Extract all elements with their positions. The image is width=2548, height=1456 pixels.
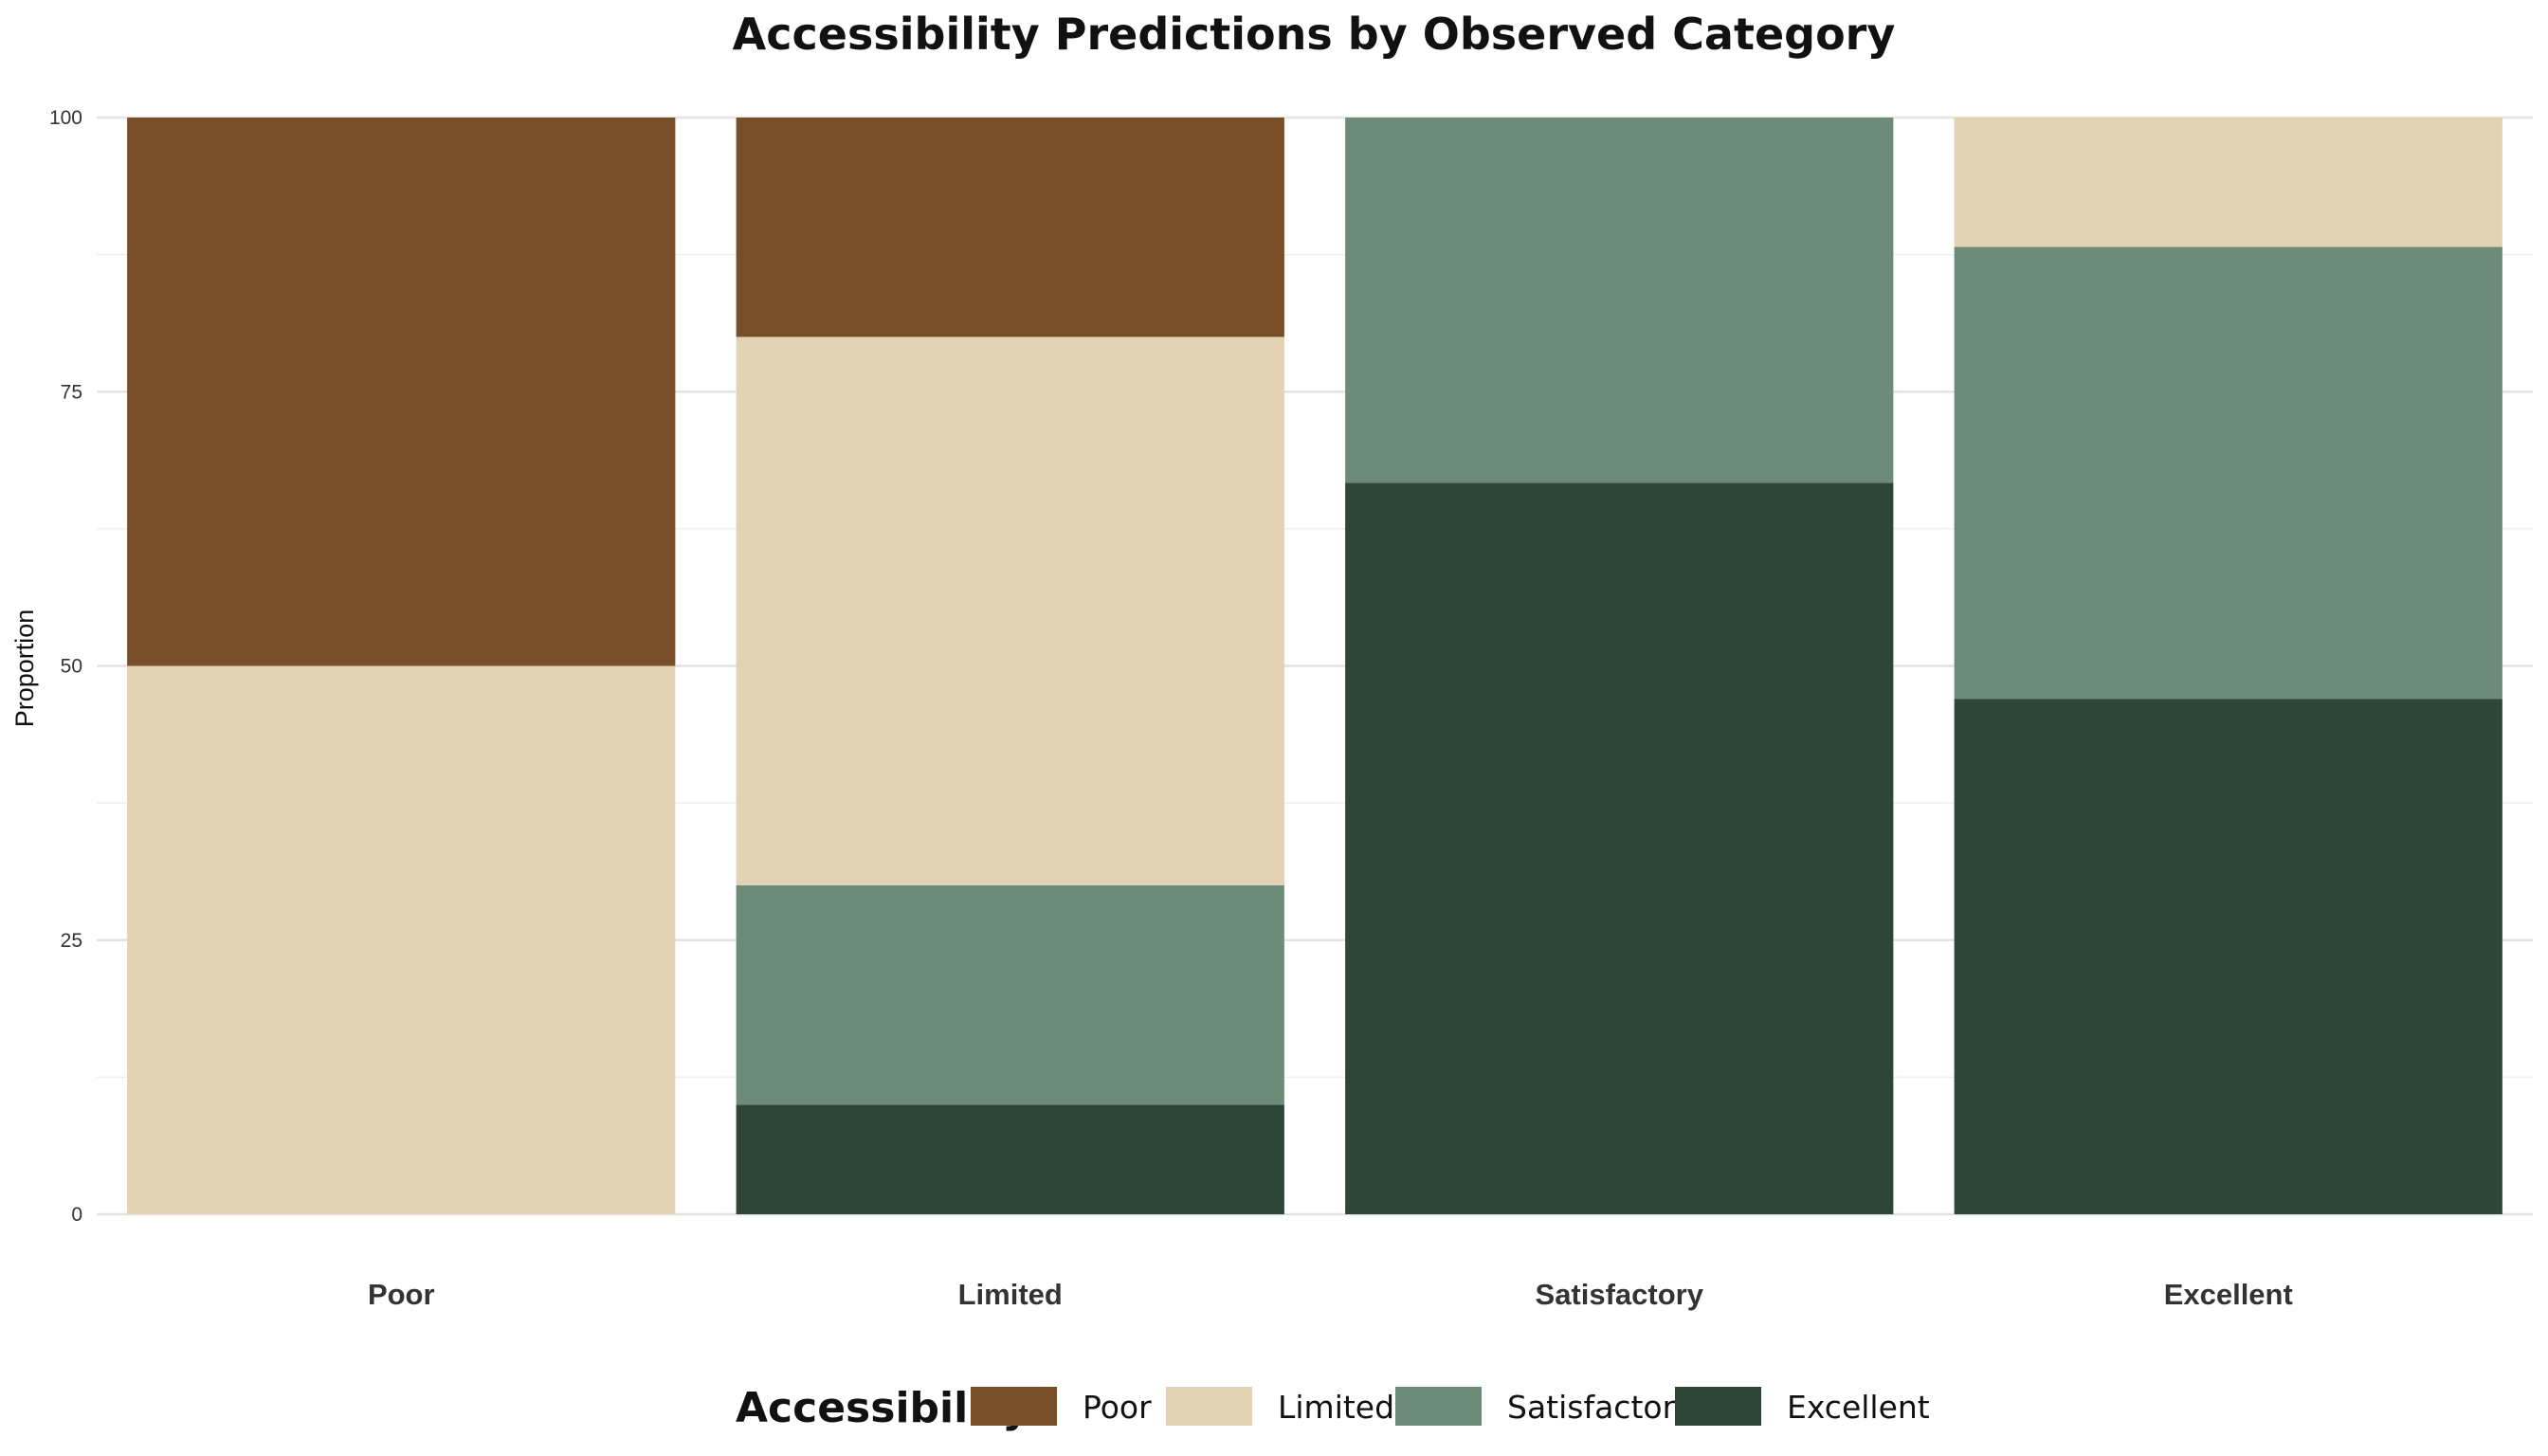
chart-title: Accessibility Predictions by Observed Ca…: [733, 9, 1896, 60]
y-axis-label: Proportion: [10, 610, 39, 728]
legend-label-satisfactory: Satisfactory: [1507, 1389, 1694, 1426]
bar-excellent-limited: [1954, 118, 2502, 247]
x-tick-label: Limited: [958, 1278, 1063, 1311]
bar-excellent-satisfactory: [1954, 246, 2502, 700]
legend-key-excellent: [1675, 1387, 1761, 1426]
legend-key-poor: [971, 1387, 1057, 1426]
legend: Accessibility: Poor Limited Satisfactory Ex…: [736, 1384, 1930, 1432]
y-axis-ticks: 0 25 50 75 100: [49, 107, 82, 1226]
y-tick-label: 100: [49, 107, 82, 129]
bar-poor-limited: [127, 665, 676, 1214]
bar-excellent-excellent: [1954, 699, 2502, 1214]
y-tick-label: 0: [71, 1204, 82, 1226]
bar-limited-excellent: [736, 1104, 1284, 1214]
y-tick-label: 50: [61, 656, 82, 678]
x-tick-label: Satisfactory: [1536, 1278, 1704, 1311]
y-tick-label: 75: [61, 381, 82, 403]
bar-limited-satisfactory: [736, 884, 1284, 1105]
x-tick-label: Poor: [368, 1278, 435, 1311]
bar-limited-limited: [736, 337, 1284, 885]
legend-key-satisfactory: [1395, 1387, 1482, 1426]
bar-poor-poor: [127, 118, 676, 666]
legend-label-excellent: Excellent: [1787, 1389, 1930, 1426]
bar-satisfactory-satisfactory: [1345, 118, 1894, 483]
legend-key-limited: [1166, 1387, 1252, 1426]
legend-label-poor: Poor: [1083, 1389, 1152, 1426]
bar-satisfactory-excellent: [1345, 482, 1894, 1214]
legend-label-limited: Limited: [1278, 1389, 1394, 1426]
x-axis-ticks: Poor Limited Satisfactory Excellent: [368, 1278, 2293, 1311]
x-tick-label: Excellent: [2164, 1278, 2293, 1311]
y-tick-label: 25: [61, 930, 82, 952]
bar-limited-poor: [736, 118, 1284, 337]
bars: [127, 118, 2502, 1214]
